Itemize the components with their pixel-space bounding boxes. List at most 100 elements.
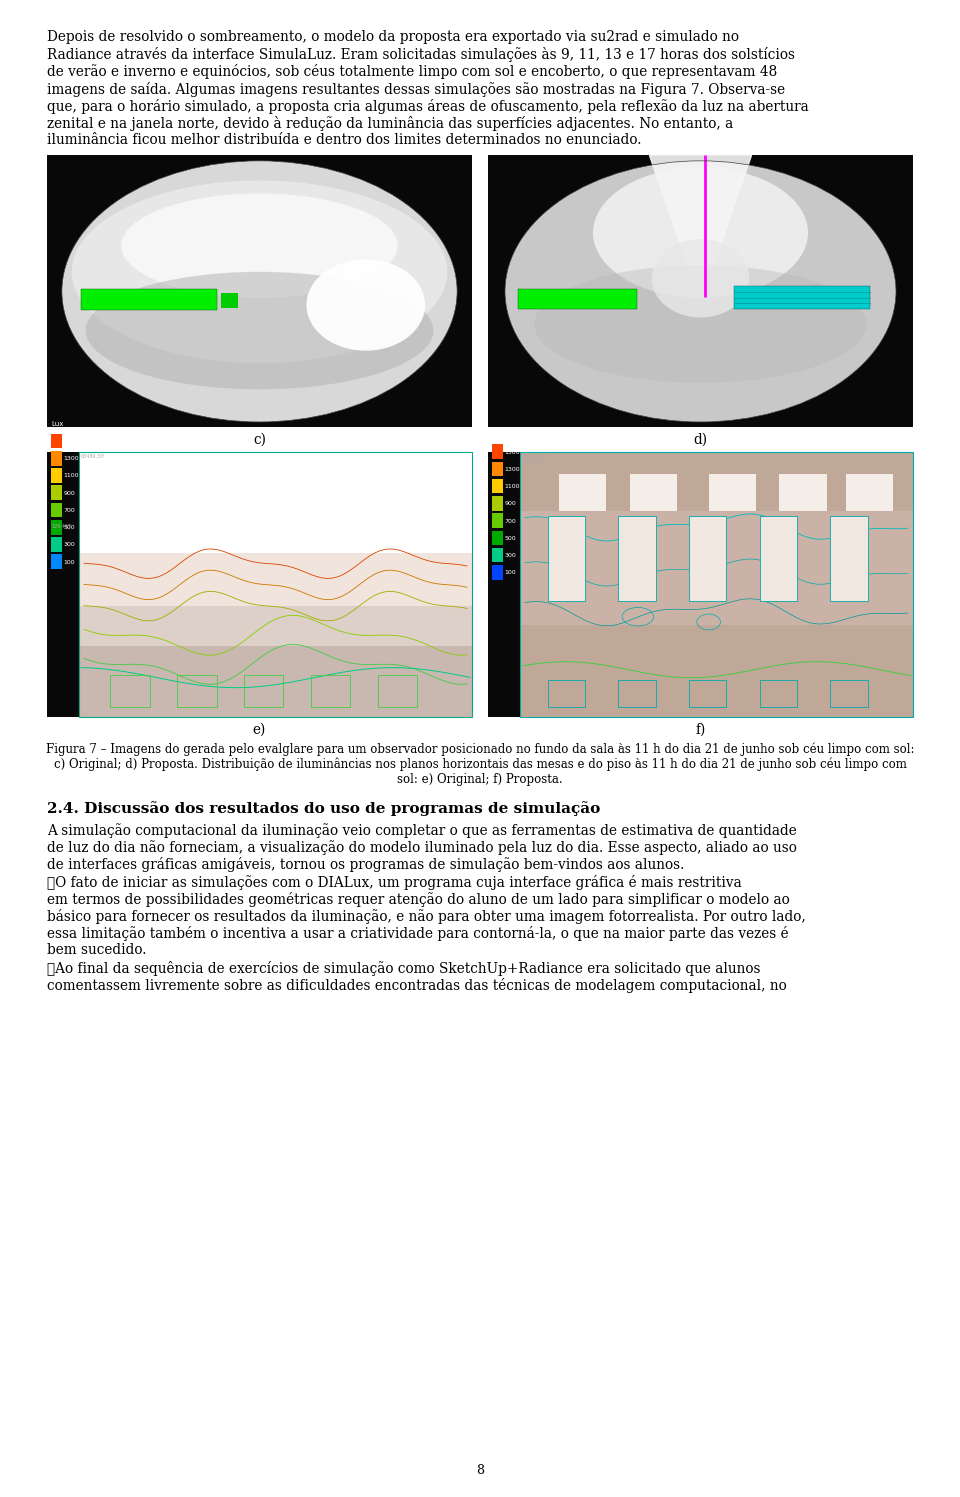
Bar — [618, 516, 656, 600]
Bar — [759, 680, 797, 707]
Text: 1100: 1100 — [63, 473, 79, 479]
Text: 1500: 1500 — [63, 439, 79, 445]
Text: imagens de saída. Algumas imagens resultantes dessas simulações são mostradas na: imagens de saída. Algumas imagens result… — [47, 82, 785, 97]
Text: Lux: Lux — [51, 421, 63, 427]
Text: 06234.970: 06234.970 — [522, 455, 548, 460]
Ellipse shape — [85, 272, 433, 389]
Bar — [81, 289, 217, 310]
Bar — [110, 675, 150, 707]
Bar — [377, 675, 417, 707]
Bar — [492, 479, 503, 494]
Text: de verão e inverno e equinócios, sob céus totalmente limpo com sol e encoberto, : de verão e inverno e equinócios, sob céu… — [47, 64, 778, 79]
Polygon shape — [650, 156, 752, 278]
Bar — [51, 485, 62, 500]
Bar — [734, 286, 871, 308]
Bar — [79, 606, 472, 645]
Text: Radiance através da interface SimulaLuz. Eram solicitadas simulações às 9, 11, 1: Radiance através da interface SimulaLuz.… — [47, 48, 795, 63]
Bar — [780, 473, 827, 510]
Text: Lux: Lux — [492, 431, 504, 437]
Bar — [47, 156, 472, 428]
Text: 300: 300 — [505, 552, 516, 558]
Text: de luz do dia não forneciam, a visualização do modelo iluminado pela luz do dia.: de luz do dia não forneciam, a visualiza… — [47, 840, 797, 855]
Bar — [51, 469, 62, 484]
Bar — [492, 445, 503, 460]
Ellipse shape — [652, 240, 750, 317]
Bar — [51, 554, 62, 569]
Bar — [47, 452, 79, 717]
Text: 2.4. Discussão dos resultados do uso de programas de simulação: 2.4. Discussão dos resultados do uso de … — [47, 801, 600, 816]
Text: 100: 100 — [505, 570, 516, 575]
Ellipse shape — [72, 181, 447, 364]
Bar — [708, 473, 756, 510]
Text: sol: e) Original; f) Proposta.: sol: e) Original; f) Proposta. — [397, 774, 563, 786]
Ellipse shape — [121, 193, 397, 298]
Text: 100: 100 — [63, 560, 75, 564]
Bar — [51, 434, 62, 449]
Text: 700: 700 — [63, 507, 76, 513]
Bar — [517, 289, 636, 308]
Bar — [47, 452, 472, 717]
Bar — [630, 473, 677, 510]
Bar — [560, 473, 607, 510]
Text: bem sucedido.: bem sucedido. — [47, 943, 147, 957]
Bar — [492, 513, 503, 528]
Text: que, para o horário simulado, a proposta cria algumas áreas de ofuscamento, pela: que, para o horário simulado, a proposta… — [47, 99, 808, 114]
Bar — [759, 516, 797, 600]
Text: de interfaces gráficas amigáveis, tornou os programas de simulação bem-vindos ao: de interfaces gráficas amigáveis, tornou… — [47, 858, 684, 873]
Text: Ao final da sequência de exercícios de simulação como SketchUp+Radiance era soli: Ao final da sequência de exercícios de s… — [47, 961, 760, 976]
Bar — [51, 519, 62, 534]
Bar — [492, 496, 503, 510]
Bar — [79, 452, 472, 552]
Text: comentassem livremente sobre as dificuldades encontradas das técnicas de modelag: comentassem livremente sobre as dificuld… — [47, 978, 787, 993]
Bar — [311, 675, 350, 707]
Text: c) Original; d) Proposta. Distribuição de iluminâncias nos planos horizontais da: c) Original; d) Proposta. Distribuição d… — [54, 757, 906, 771]
Text: 1300: 1300 — [505, 467, 520, 472]
Text: 900: 900 — [63, 491, 76, 496]
Text: 900: 900 — [505, 501, 516, 506]
Bar — [488, 156, 913, 428]
Ellipse shape — [535, 265, 867, 383]
Bar — [547, 680, 585, 707]
Bar — [830, 680, 868, 707]
Bar — [51, 503, 62, 518]
Bar — [79, 645, 472, 717]
Text: d): d) — [693, 433, 708, 446]
Ellipse shape — [61, 160, 457, 422]
Bar — [221, 293, 238, 308]
Text: 129.006: 129.006 — [522, 461, 542, 466]
Text: 500: 500 — [63, 525, 75, 530]
Bar — [830, 516, 868, 600]
Text: 1300: 1300 — [63, 457, 80, 461]
Bar — [51, 537, 62, 552]
Text: básico para fornecer os resultados da iluminação, e não para obter uma imagem fo: básico para fornecer os resultados da il… — [47, 909, 805, 924]
Text: O fato de iniciar as simulações com o DIALux, um programa cuja interface gráfica: O fato de iniciar as simulações com o DI… — [47, 874, 742, 889]
Text: em termos de possibilidades geométricas requer atenção do aluno de um lado para : em termos de possibilidades geométricas … — [47, 892, 790, 907]
Bar — [520, 452, 913, 717]
Text: 500: 500 — [505, 536, 516, 540]
Bar — [689, 680, 727, 707]
Text: essa limitação também o incentiva a usar a criatividade para contorná-la, o que : essa limitação também o incentiva a usar… — [47, 927, 788, 942]
Bar — [244, 675, 283, 707]
Ellipse shape — [306, 259, 425, 350]
Bar — [618, 680, 656, 707]
Text: 1100: 1100 — [505, 484, 520, 490]
Text: 8: 8 — [476, 1464, 484, 1478]
Bar — [689, 516, 727, 600]
Bar — [79, 552, 472, 606]
Bar — [520, 510, 913, 624]
Bar — [492, 461, 503, 476]
Bar — [178, 675, 217, 707]
Bar — [846, 473, 894, 510]
Text: 300: 300 — [63, 542, 76, 548]
Bar — [51, 451, 62, 466]
Text: c): c) — [253, 433, 266, 446]
Text: e): e) — [252, 723, 266, 737]
Bar — [79, 452, 472, 717]
Bar — [488, 452, 913, 717]
Text: 700: 700 — [505, 518, 516, 524]
Bar — [492, 530, 503, 545]
Text: f): f) — [695, 723, 706, 737]
Text: iluminância ficou melhor distribuída e dentro dos limites determinados no enunci: iluminância ficou melhor distribuída e d… — [47, 133, 641, 147]
Text: 1500: 1500 — [505, 449, 520, 455]
Text: A simulação computacional da iluminação veio completar o que as ferramentas de e: A simulação computacional da iluminação … — [47, 823, 797, 838]
